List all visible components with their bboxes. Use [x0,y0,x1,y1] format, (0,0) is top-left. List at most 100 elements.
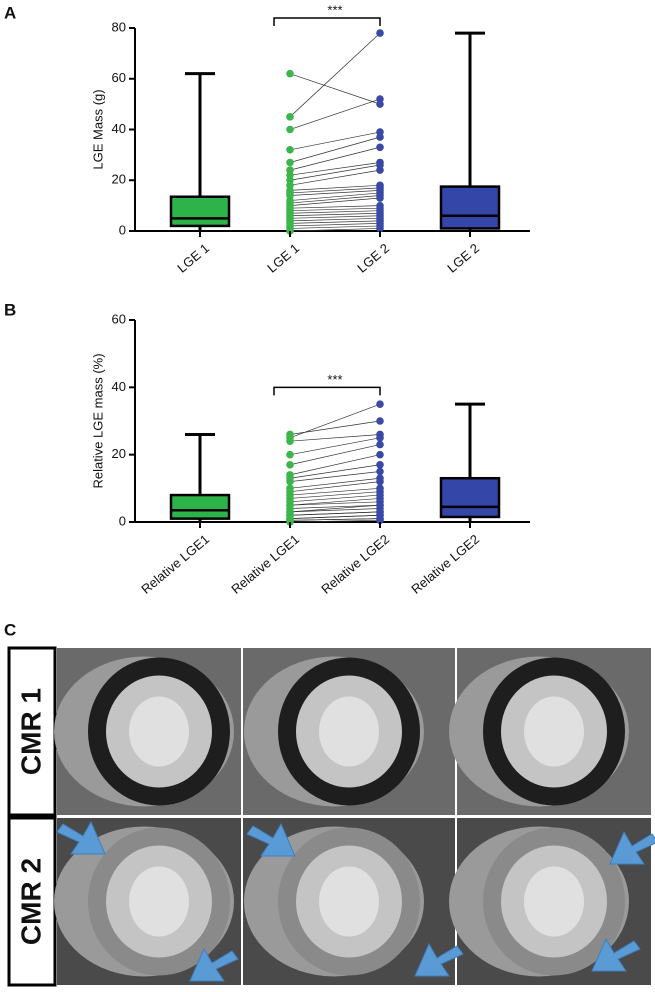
point [376,133,384,141]
y-tick-label: 0 [119,222,126,237]
pair-line [289,501,381,506]
point [286,437,294,446]
pair-line [289,454,381,476]
pair-line [289,136,381,163]
point [376,440,384,449]
pair-line [289,195,381,204]
row-label: CMR 1 [15,688,46,775]
pair-line [289,215,381,219]
pair-line [289,146,381,171]
pair-line [289,187,381,194]
arrow [591,937,641,972]
pair-line [289,220,381,224]
y-axis-label: Relative LGE mass (%) [90,353,105,488]
point [376,450,384,459]
x-tick-label: LGE 2 [354,240,392,275]
point [286,146,294,154]
point [286,113,294,121]
point [286,477,294,486]
mri-cavity [129,866,189,937]
pair-line [289,519,381,523]
pair-line [289,210,381,214]
point [376,194,384,202]
point [376,29,384,37]
pair-line [289,164,381,181]
pair-line [289,508,381,513]
box [169,493,231,520]
y-tick-label: 0 [119,513,126,528]
pair-line [289,434,381,442]
x-tick-label: Relative LGE2 [318,531,392,596]
pair-line [289,73,381,105]
mri-cavity [524,866,584,937]
point [286,158,294,167]
y-tick-label: 40 [112,379,126,394]
pair-line [289,207,381,212]
pair-line [289,197,381,206]
arrow [609,830,655,865]
row-label: CMR 2 [15,858,46,945]
mri-cavity [319,696,379,767]
significance-bracket [273,17,381,26]
significance-label: *** [327,372,342,387]
arrow [414,942,464,977]
point [376,224,384,233]
pair-line [289,487,381,496]
y-axis-label: LGE Mass (g) [90,89,105,169]
pair-line [289,192,381,201]
pair-line [289,205,381,209]
pair-line [289,481,381,493]
box [439,476,501,519]
pair-line [289,228,381,232]
x-tick-label: LGE 1 [264,240,302,275]
pair-line [289,184,381,191]
y-tick-label: 40 [112,121,126,136]
box [169,195,231,228]
arrow [56,820,106,855]
pair-line [289,212,381,217]
point [286,450,294,459]
pair-line [289,514,381,519]
arrow [246,822,296,857]
x-tick-label: Relative LGE2 [408,531,482,596]
pair-line [289,217,381,222]
point [376,460,384,469]
mri-cavity [129,696,189,767]
row-label-box [7,816,57,987]
pair-line [289,98,381,130]
y-tick-label: 80 [112,19,126,34]
pair-line [289,477,381,489]
pair-line [289,511,381,516]
point [376,143,384,152]
box [439,185,501,230]
pair-line [289,223,381,227]
pair-line [289,32,381,118]
arrow [189,947,239,982]
pair-line [289,491,381,499]
pair-line [289,437,381,456]
pair-line [289,498,381,506]
pair-line [289,162,381,176]
pair-line [289,444,381,466]
panel-label: C [4,620,16,639]
y-tick-label: 60 [112,70,126,85]
point [376,400,384,408]
pair-line [289,225,381,229]
pair-line [289,190,381,196]
pair-line [289,518,381,521]
point [376,166,384,174]
pair-line [289,131,381,151]
point [376,417,384,425]
significance-label: *** [327,2,342,17]
pair-line [289,169,381,186]
y-tick-label: 20 [112,446,126,461]
point [376,434,384,442]
point [286,460,294,469]
point [286,69,294,78]
point [376,516,384,525]
x-tick-label: LGE 1 [174,240,212,275]
y-tick-label: 20 [112,172,126,187]
significance-bracket [273,386,381,396]
point [376,477,384,486]
